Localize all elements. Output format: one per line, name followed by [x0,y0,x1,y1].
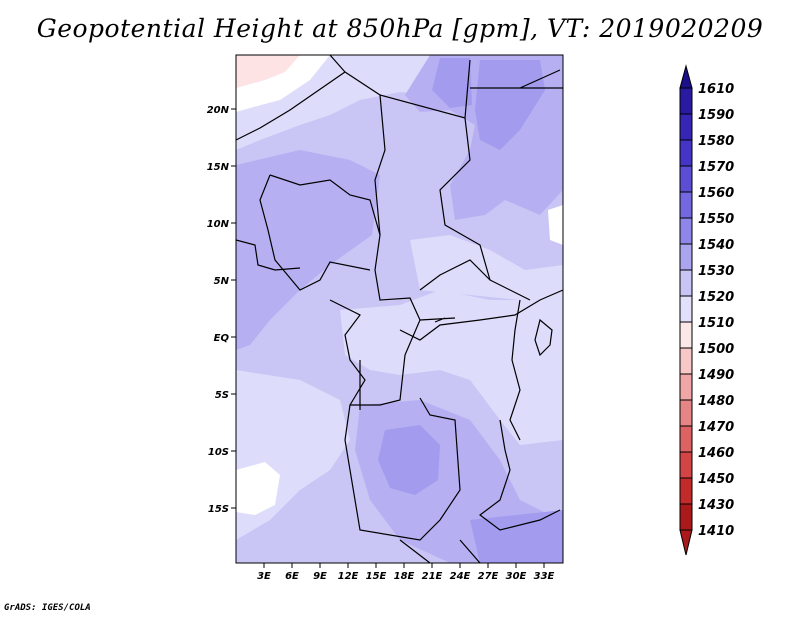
colorbar-label: 1480 [698,394,734,409]
colorbar-segment [679,347,693,375]
field-region-1540-west [236,150,380,350]
lat-label: 5N [214,276,230,287]
colorbar-segment [679,451,693,479]
colorbar-segment [679,477,693,505]
field-region-white-east [548,205,563,245]
axis-ticks [231,108,545,568]
lat-label: 10S [208,447,229,458]
colorbar-label: 1500 [698,342,734,357]
colorbar-label: 1430 [698,498,734,513]
colorbar-segment [679,191,693,219]
field-region-1510-corner [236,55,300,88]
lon-axis-labels: 3E 6E 9E 12E 15E 18E 21E 24E 27E 30E 33E [257,571,554,582]
lon-label: 9E [313,571,327,582]
colorbar-segment [679,295,693,323]
lon-label: 21E [422,571,443,582]
grads-credit: GrADS: IGES/COLA [4,603,91,613]
colorbar-segment [679,243,693,271]
field-region-1520-east [410,235,563,305]
colorbar-segment [679,87,693,115]
colorbar-label: 1570 [698,160,734,175]
lon-label: 33E [534,571,555,582]
map-frame [235,54,564,564]
lon-label: 15E [366,571,387,582]
field-region-1550-ethiopia [475,60,545,150]
country-boundaries [236,55,563,563]
colorbar-segment [679,139,693,167]
colorbar-segment [679,373,693,401]
map-title: Geopotential Height at 850hPa [gpm], VT:… [36,14,764,43]
colorbar-segment [679,113,693,141]
colorbar-label: 1580 [698,134,734,149]
colorbar-segment [679,217,693,245]
colorbar: 1610 1590 1580 1570 1560 1550 1540 1530 … [679,64,734,556]
colorbar-label: 1560 [698,186,734,201]
colorbar-label: 1550 [698,212,734,227]
lat-label: 5S [215,390,229,401]
field-region-white-southwest [236,462,280,515]
lon-label: 27E [478,571,499,582]
colorbar-top-arrow [679,64,693,89]
field-region-white-corner [236,55,330,112]
lat-label: EQ [214,333,230,344]
field-region-1550-angola [378,425,440,495]
colorbar-label: 1510 [698,316,734,331]
colorbar-segment [679,503,693,531]
field-region-1550-nubia [432,58,472,108]
colorbar-label: 1460 [698,446,734,461]
colorbar-bottom-arrow [679,529,693,556]
field-region-1550-southeast [470,510,563,563]
lon-label: 30E [506,571,527,582]
colorbar-segment [679,165,693,193]
colorbar-label: 1520 [698,290,734,305]
lon-label: 24E [450,571,471,582]
colorbar-segment [679,399,693,427]
colorbar-segment [679,269,693,297]
lon-label: 12E [338,571,359,582]
colorbar-label: 1590 [698,108,734,123]
geopotential-field [236,55,563,563]
colorbar-segment [679,321,693,349]
lat-label: 15N [207,162,230,173]
lat-axis-labels: 20N 15N 10N 5N EQ 5S 10S 15S [207,105,230,515]
colorbar-segment [679,425,693,453]
lon-label: 3E [257,571,271,582]
colorbar-label: 1530 [698,264,734,279]
field-region-1520-central [340,290,563,445]
lon-label: 18E [394,571,415,582]
colorbar-label: 1470 [698,420,734,435]
lat-label: 20N [207,105,230,116]
colorbar-label: 1610 [698,82,734,97]
lon-label: 6E [285,571,299,582]
colorbar-label: 1450 [698,472,734,487]
lat-label: 10N [207,219,230,230]
lat-label: 15S [208,504,229,515]
colorbar-label: 1540 [698,238,734,253]
colorbar-label: 1410 [698,524,734,539]
colorbar-label: 1490 [698,368,734,383]
